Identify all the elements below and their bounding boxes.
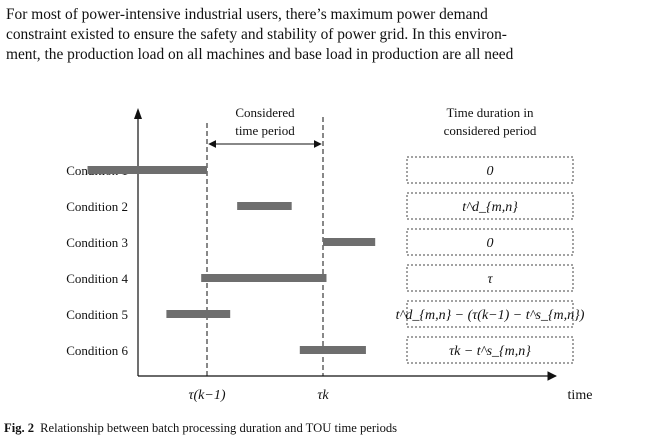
duration-column-header: Time duration in [447,105,534,120]
batch-duration-bar [87,166,207,174]
figure-caption: Fig. 2 Relationship between batch process… [4,420,397,436]
y-axis-arrow [134,108,142,119]
caption-text: Relationship between batch processing du… [40,421,398,435]
batch-duration-bar [299,346,366,354]
tau-k-label: τk [317,388,329,403]
intro-line: ment, the production load on all machine… [6,46,514,63]
condition-label: Condition 3 [66,235,128,250]
condition-rows: Condition 10Condition 2t^d_{m,n}Conditio… [66,156,585,364]
duration-formula: τ [487,272,493,287]
condition-label: Condition 4 [66,271,128,286]
condition-label: Condition 6 [66,343,128,358]
duration-column-header: considered period [444,123,537,138]
batch-duration-bar [323,238,376,246]
batch-duration-bar [166,310,231,318]
duration-formula: t^d_{m,n} [462,200,518,215]
x-axis-label: time [568,388,593,403]
intro-line: constraint existed to ensure the safety … [6,26,507,43]
tau-k-minus-1-label: τ(k−1) [189,388,226,403]
considered-period-label: time period [235,123,295,138]
considered-period-label: Considered [235,105,295,120]
duration-formula: τk − t^s_{m,n} [449,344,531,359]
condition-label: Condition 5 [66,307,128,322]
intro-line: For most of power-intensive industrial u… [6,6,488,23]
batch-duration-bar [201,274,327,282]
duration-formula: 0 [487,236,494,251]
batch-duration-bar [237,202,292,210]
condition-label: Condition 2 [66,199,128,214]
duration-formula: t^d_{m,n} − (τ(k−1) − t^s_{m,n}) [396,308,585,323]
caption-label: Fig. 2 [4,421,35,435]
duration-formula: 0 [487,164,494,179]
